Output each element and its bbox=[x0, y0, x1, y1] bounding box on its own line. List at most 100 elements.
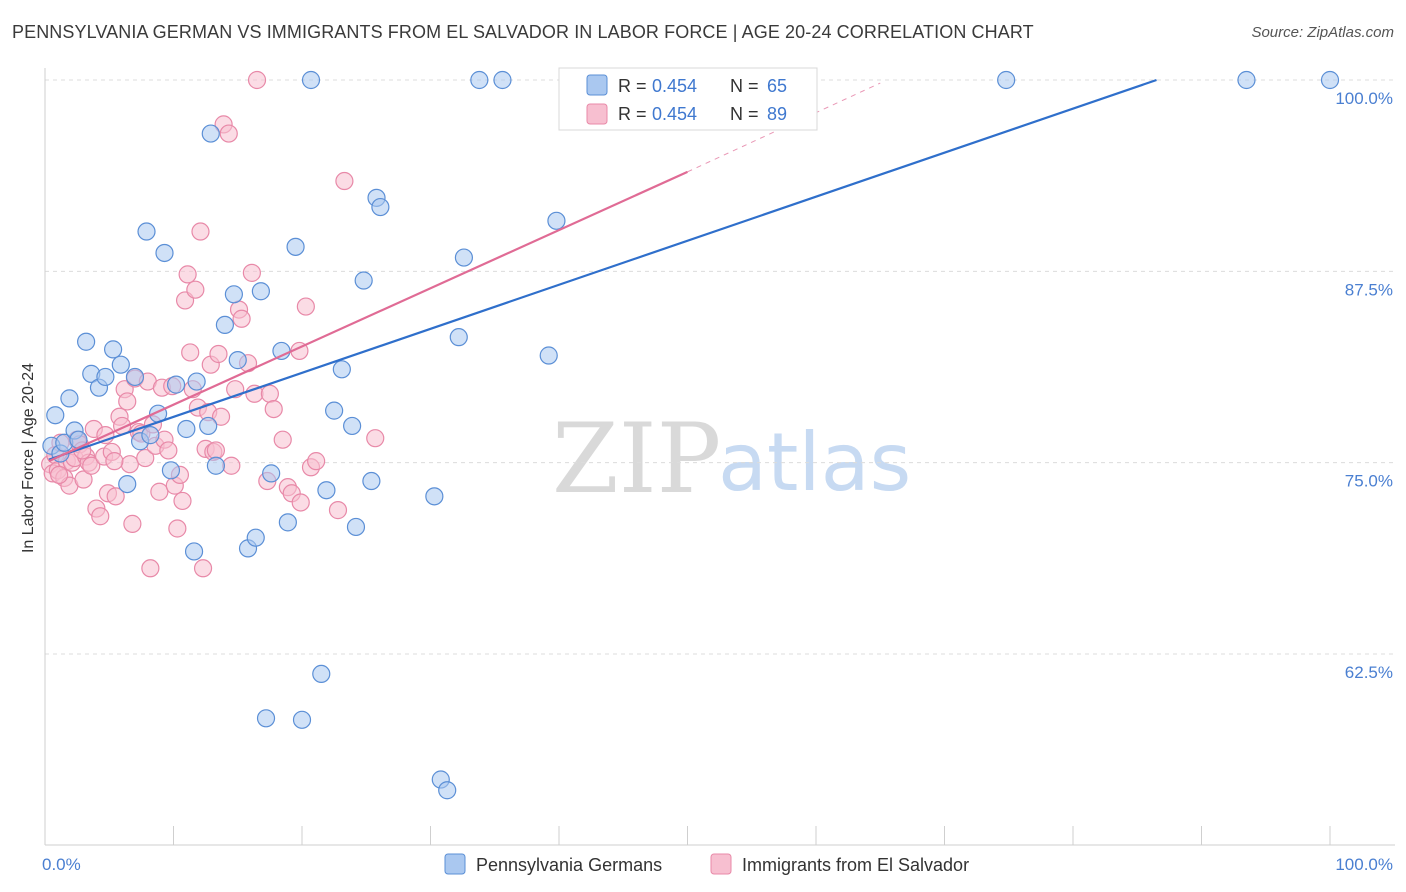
blue-point-58 bbox=[539, 346, 558, 365]
axes bbox=[44, 68, 1395, 846]
blue-point-25 bbox=[199, 416, 218, 436]
blue-point-26 bbox=[201, 124, 220, 143]
blue-point-14 bbox=[125, 367, 145, 387]
pink-point-54 bbox=[193, 559, 213, 578]
legend-n-label-1: N = bbox=[730, 76, 759, 96]
trendline-pink bbox=[48, 170, 688, 463]
pink-point-79 bbox=[291, 493, 310, 512]
legend-r-value-2: 0.454 bbox=[652, 104, 697, 124]
blue-point-12 bbox=[111, 355, 130, 374]
blue-point-57 bbox=[493, 70, 512, 90]
x-tick-labels: 0.0% 100.0% bbox=[42, 855, 1393, 874]
pink-point-12 bbox=[74, 470, 93, 489]
legend-r-label-2: R = bbox=[618, 104, 647, 124]
pink-point-18 bbox=[91, 507, 110, 526]
pink-point-59 bbox=[206, 441, 226, 460]
bottom-legend-label-2: Immigrants from El Salvador bbox=[742, 855, 969, 875]
legend-r-label-1: R = bbox=[618, 76, 647, 96]
blue-point-48 bbox=[362, 471, 381, 491]
blue-point-17 bbox=[141, 426, 160, 445]
blue-point-39 bbox=[292, 710, 312, 729]
pink-point-73 bbox=[260, 384, 279, 403]
pink-point-48 bbox=[178, 265, 197, 284]
blue-point-10 bbox=[96, 367, 115, 387]
x-tick-label-1: 100.0% bbox=[1335, 855, 1393, 874]
legend-swatch-blue bbox=[586, 74, 608, 96]
blue-point-13 bbox=[118, 474, 137, 494]
pink-point-41 bbox=[159, 441, 178, 460]
blue-point-7 bbox=[77, 332, 96, 351]
series-blue bbox=[42, 70, 1340, 800]
y-tick-label-3: 100.0% bbox=[1335, 89, 1393, 108]
blue-point-20 bbox=[161, 461, 181, 480]
blue-point-11 bbox=[104, 340, 123, 359]
blue-point-51 bbox=[425, 487, 444, 506]
top-legend: R = 0.454 N = 65 R = 0.454 N = 89 bbox=[558, 67, 818, 131]
x-tick-label-0: 0.0% bbox=[42, 855, 81, 874]
legend-r-value-1: 0.454 bbox=[652, 76, 697, 96]
series-pink bbox=[41, 70, 385, 578]
pink-point-64 bbox=[222, 456, 241, 475]
blue-point-23 bbox=[184, 542, 204, 561]
pink-point-63 bbox=[219, 124, 238, 143]
blue-point-22 bbox=[177, 419, 196, 439]
blue-point-42 bbox=[317, 481, 336, 500]
pink-point-85 bbox=[366, 429, 385, 448]
y-tick-label-1: 75.0% bbox=[1345, 472, 1393, 491]
pink-point-71 bbox=[247, 70, 267, 90]
blue-point-44 bbox=[332, 360, 351, 379]
trendline-blue bbox=[48, 78, 1157, 461]
chart-title: PENNSYLVANIA GERMAN VS IMMIGRANTS FROM E… bbox=[12, 22, 1034, 42]
pink-point-51 bbox=[186, 280, 205, 299]
legend-n-label-2: N = bbox=[730, 104, 759, 124]
watermark-zip: ZIP bbox=[552, 403, 721, 515]
blue-point-37 bbox=[278, 513, 297, 532]
legend-swatch-pink bbox=[586, 103, 608, 125]
blue-point-45 bbox=[343, 416, 362, 436]
blue-point-46 bbox=[346, 517, 366, 537]
pink-point-75 bbox=[273, 430, 292, 449]
bottom-legend-label-1: Pennsylvania Germans bbox=[476, 855, 662, 875]
blue-point-21 bbox=[166, 375, 186, 394]
blue-point-1 bbox=[46, 406, 65, 425]
pink-point-60 bbox=[209, 344, 228, 364]
y-axis-title: In Labor Force | Age 20-24 bbox=[20, 363, 37, 553]
blue-point-28 bbox=[215, 315, 234, 335]
blue-point-24 bbox=[187, 372, 206, 391]
legend-n-value-1: 65 bbox=[767, 76, 787, 96]
pink-point-35 bbox=[141, 559, 160, 578]
trendlines bbox=[48, 78, 1157, 463]
blue-point-43 bbox=[325, 401, 344, 420]
blue-point-32 bbox=[246, 528, 265, 547]
pink-point-38 bbox=[150, 482, 169, 501]
blue-point-40 bbox=[301, 70, 321, 90]
blue-point-34 bbox=[256, 709, 276, 728]
pink-point-44 bbox=[168, 519, 187, 538]
blue-point-59 bbox=[547, 211, 566, 230]
pink-point-61 bbox=[211, 407, 231, 426]
source-credit: Source: ZipAtlas.com bbox=[1251, 24, 1394, 41]
blue-point-64 bbox=[1320, 70, 1340, 90]
bottom-legend: Pennsylvania Germans Immigrants from El … bbox=[444, 853, 969, 875]
y-tick-labels: 62.5% 75.0% 87.5% 100.0% bbox=[1335, 89, 1393, 682]
blue-point-56 bbox=[470, 70, 489, 90]
pink-point-88 bbox=[105, 452, 124, 471]
bottom-legend-swatch-blue bbox=[444, 853, 466, 875]
blue-point-27 bbox=[206, 456, 226, 475]
blue-point-33 bbox=[251, 282, 270, 301]
pink-point-69 bbox=[242, 263, 261, 282]
blue-point-55 bbox=[454, 248, 474, 267]
blue-point-63 bbox=[1237, 70, 1256, 90]
pink-point-74 bbox=[264, 399, 283, 419]
blue-point-30 bbox=[228, 351, 247, 370]
blue-point-54 bbox=[449, 328, 468, 347]
pink-point-23 bbox=[106, 487, 125, 506]
blue-point-38 bbox=[286, 237, 305, 256]
pink-point-80 bbox=[296, 297, 315, 316]
pink-point-33 bbox=[136, 448, 155, 468]
pink-point-49 bbox=[181, 343, 200, 362]
blue-point-50 bbox=[371, 197, 390, 217]
pink-point-28 bbox=[120, 455, 139, 474]
blue-point-53 bbox=[438, 781, 457, 800]
